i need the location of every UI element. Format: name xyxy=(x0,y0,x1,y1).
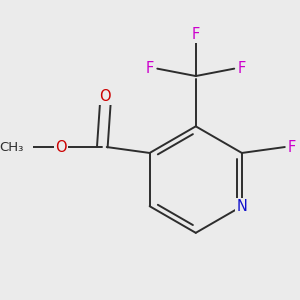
Text: O: O xyxy=(100,89,111,104)
Text: N: N xyxy=(236,199,247,214)
Text: F: F xyxy=(288,140,296,154)
Text: F: F xyxy=(238,61,246,76)
Text: F: F xyxy=(192,27,200,42)
Text: CH₃: CH₃ xyxy=(0,140,24,154)
Text: F: F xyxy=(146,61,154,76)
Text: O: O xyxy=(55,140,67,154)
